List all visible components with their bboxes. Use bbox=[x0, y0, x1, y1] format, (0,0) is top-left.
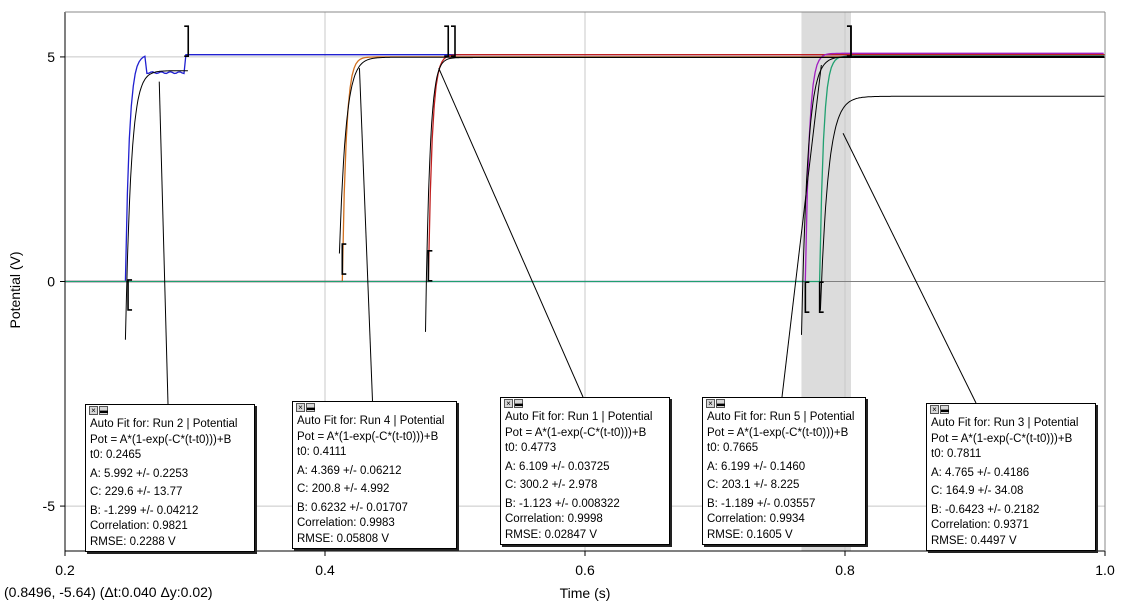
close-icon[interactable]: × bbox=[504, 399, 513, 408]
fit-rmse: RMSE: 0.2288 V bbox=[90, 535, 176, 548]
fit-curve-1 bbox=[124, 70, 188, 340]
fit-curve-2 bbox=[338, 56, 1105, 254]
options-icon[interactable]: ▬ bbox=[716, 399, 725, 408]
autofit-annotation[interactable]: × ▬ Auto Fit for: Run 1 | Potential Pot = A… bbox=[500, 397, 670, 545]
close-icon[interactable]: × bbox=[930, 405, 939, 414]
fit-equation: Pot = A*(1-exp(-C*(t-t0)))+B bbox=[931, 432, 1073, 445]
fit-correlation: Correlation: 0.9934 bbox=[707, 513, 805, 525]
y-tick-label: 5 bbox=[47, 49, 55, 65]
fit-param-c: C: 229.6 +/- 13.77 bbox=[90, 486, 183, 498]
fit-rmse: RMSE: 0.1605 V bbox=[707, 528, 793, 541]
fit-t0: t0: 0.4773 bbox=[505, 442, 557, 454]
fit-t0: t0: 0.2465 bbox=[90, 449, 142, 461]
fit-param-c: C: 300.2 +/- 2.978 bbox=[505, 479, 598, 491]
fit-rmse: RMSE: 0.05808 V bbox=[297, 532, 390, 545]
y-tick-label: -5 bbox=[43, 498, 56, 514]
fit-title: Auto Fit for: Run 5 | Potential bbox=[707, 411, 855, 423]
bracket-left bbox=[127, 279, 133, 311]
fit-title: Auto Fit for: Run 2 | Potential bbox=[90, 418, 238, 430]
fit-param-a: A: 6.109 +/- 0.03725 bbox=[505, 460, 610, 473]
fit-equation: Pot = A*(1-exp(-C*(t-t0)))+B bbox=[90, 433, 232, 446]
fit-title: Auto Fit for: Run 4 | Potential bbox=[297, 415, 445, 427]
fit-correlation: Correlation: 0.9983 bbox=[297, 517, 395, 529]
close-icon[interactable]: × bbox=[89, 406, 98, 415]
x-tick-label: 0.2 bbox=[55, 562, 75, 578]
fit-curve-4 bbox=[801, 56, 1105, 335]
cursor-readout: (0.8496, -5.64) (Δt:0.040 Δy:0.02) bbox=[4, 584, 213, 600]
bracket-right bbox=[846, 25, 852, 57]
annotation-leader-line bbox=[842, 133, 977, 404]
fit-t0: t0: 0.7665 bbox=[707, 442, 759, 454]
fit-rmse: RMSE: 0.4497 V bbox=[931, 534, 1017, 547]
close-icon[interactable]: × bbox=[296, 403, 305, 412]
fit-param-a: A: 4.369 +/- 0.06212 bbox=[297, 464, 402, 477]
fit-equation: Pot = A*(1-exp(-C*(t-t0)))+B bbox=[707, 426, 849, 439]
options-icon[interactable]: ▬ bbox=[514, 399, 523, 408]
y-axis-title: Potential (V) bbox=[7, 251, 23, 328]
bracket-left bbox=[818, 281, 824, 314]
fit-t0: t0: 0.4111 bbox=[297, 446, 347, 458]
series-line-run-5 bbox=[65, 52, 1104, 283]
bracket-right bbox=[451, 25, 456, 57]
bracket-left bbox=[804, 281, 810, 314]
fit-param-a: A: 5.992 +/- 0.2253 bbox=[90, 467, 189, 480]
fit-correlation: Correlation: 0.9821 bbox=[90, 520, 188, 532]
x-tick-label: 0.6 bbox=[575, 562, 595, 578]
x-axis-title: Time (s) bbox=[560, 585, 611, 601]
fit-param-c: C: 203.1 +/- 8.225 bbox=[707, 479, 800, 491]
annotation-controls: × ▬ bbox=[89, 406, 250, 418]
fit-param-b: B: 0.6232 +/- 0.01707 bbox=[297, 501, 408, 514]
bracket-left bbox=[427, 249, 433, 282]
fit-curve-3 bbox=[425, 57, 1105, 332]
fit-param-b: B: -1.189 +/- 0.03557 bbox=[707, 497, 816, 510]
autofit-annotation[interactable]: × ▬ Auto Fit for: Run 4 | Potential Pot = A… bbox=[292, 401, 457, 549]
fit-param-a: A: 4.765 +/- 0.4186 bbox=[931, 466, 1030, 479]
annotation-controls: × ▬ bbox=[706, 399, 861, 411]
annotation-leader-line bbox=[781, 64, 822, 398]
fit-equation: Pot = A*(1-exp(-C*(t-t0)))+B bbox=[297, 430, 439, 443]
fit-correlation: Correlation: 0.9371 bbox=[931, 519, 1029, 531]
x-tick-label: 1.0 bbox=[1095, 562, 1115, 578]
annotation-leader-line bbox=[438, 67, 584, 398]
annotation-leader-line bbox=[358, 68, 373, 402]
fit-t0: t0: 0.7811 bbox=[931, 448, 982, 460]
fit-param-b: B: -1.123 +/- 0.008322 bbox=[505, 497, 620, 510]
bracket-right bbox=[444, 25, 450, 57]
autofit-annotation[interactable]: × ▬ Auto Fit for: Run 2 | Potential Pot = A… bbox=[85, 404, 255, 552]
fit-equation: Pot = A*(1-exp(-C*(t-t0)))+B bbox=[505, 426, 647, 439]
options-icon[interactable]: ▬ bbox=[99, 406, 108, 415]
options-icon[interactable]: ▬ bbox=[306, 403, 315, 412]
fit-param-c: C: 200.8 +/- 4.992 bbox=[297, 483, 390, 495]
fit-curve-5 bbox=[819, 95, 1105, 311]
fit-param-c: C: 164.9 +/- 34.08 bbox=[931, 485, 1024, 497]
autofit-annotation[interactable]: × ▬ Auto Fit for: Run 5 | Potential Pot = A… bbox=[702, 397, 866, 545]
annotation-controls: × ▬ bbox=[296, 403, 452, 415]
fit-rmse: RMSE: 0.02847 V bbox=[505, 528, 598, 541]
bracket-left bbox=[341, 243, 347, 275]
fit-param-a: A: 6.199 +/- 0.1460 bbox=[707, 460, 806, 473]
annotation-controls: × ▬ bbox=[504, 399, 665, 411]
options-icon[interactable]: ▬ bbox=[940, 405, 949, 414]
close-icon[interactable]: × bbox=[706, 399, 715, 408]
fit-param-b: B: -0.6423 +/- 0.2182 bbox=[931, 503, 1040, 516]
autofit-annotation[interactable]: × ▬ Auto Fit for: Run 3 | Potential Pot = A… bbox=[926, 403, 1096, 551]
fit-correlation: Correlation: 0.9998 bbox=[505, 513, 603, 525]
x-tick-label: 0.4 bbox=[315, 562, 335, 578]
bracket-right bbox=[184, 25, 190, 57]
y-tick-label: 0 bbox=[47, 274, 55, 290]
annotation-controls: × ▬ bbox=[930, 405, 1091, 417]
annotation-leader-line bbox=[158, 81, 169, 405]
x-tick-label: 0.8 bbox=[835, 562, 855, 578]
fit-title: Auto Fit for: Run 3 | Potential bbox=[931, 417, 1079, 429]
fit-title: Auto Fit for: Run 1 | Potential bbox=[505, 411, 653, 423]
series-line-run-1 bbox=[65, 54, 1105, 283]
fit-param-b: B: -1.299 +/- 0.04212 bbox=[90, 504, 199, 517]
